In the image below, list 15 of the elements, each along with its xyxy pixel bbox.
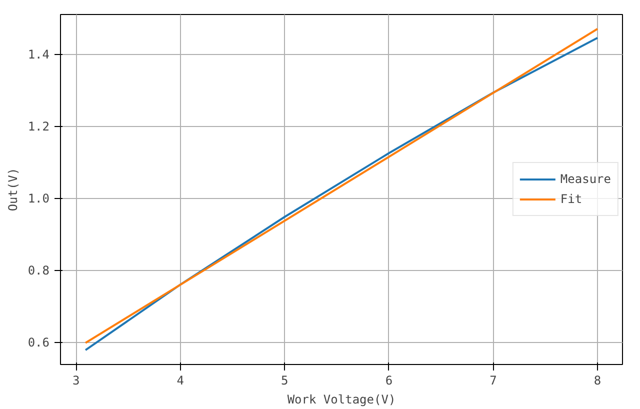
y-tick-label: 0.6: [28, 336, 50, 350]
x-tick-label: 3: [72, 374, 80, 388]
x-tick-label: 8: [594, 374, 602, 388]
x-tick-label: 7: [490, 374, 497, 388]
legend-label: Measure: [560, 172, 611, 186]
y-tick-label: 0.8: [28, 264, 50, 278]
x-tick-label: 4: [176, 374, 184, 388]
y-tick-label: 1.2: [28, 120, 50, 134]
legend-label: Fit: [560, 192, 582, 206]
y-tick-label: 1.0: [28, 192, 50, 206]
y-tick-label: 1.4: [28, 48, 50, 62]
x-tick-label: 5: [281, 374, 288, 388]
x-tick-label: 6: [385, 374, 393, 388]
x-axis-title: Work Voltage(V): [287, 392, 396, 406]
y-axis-title: Out(V): [6, 168, 20, 212]
